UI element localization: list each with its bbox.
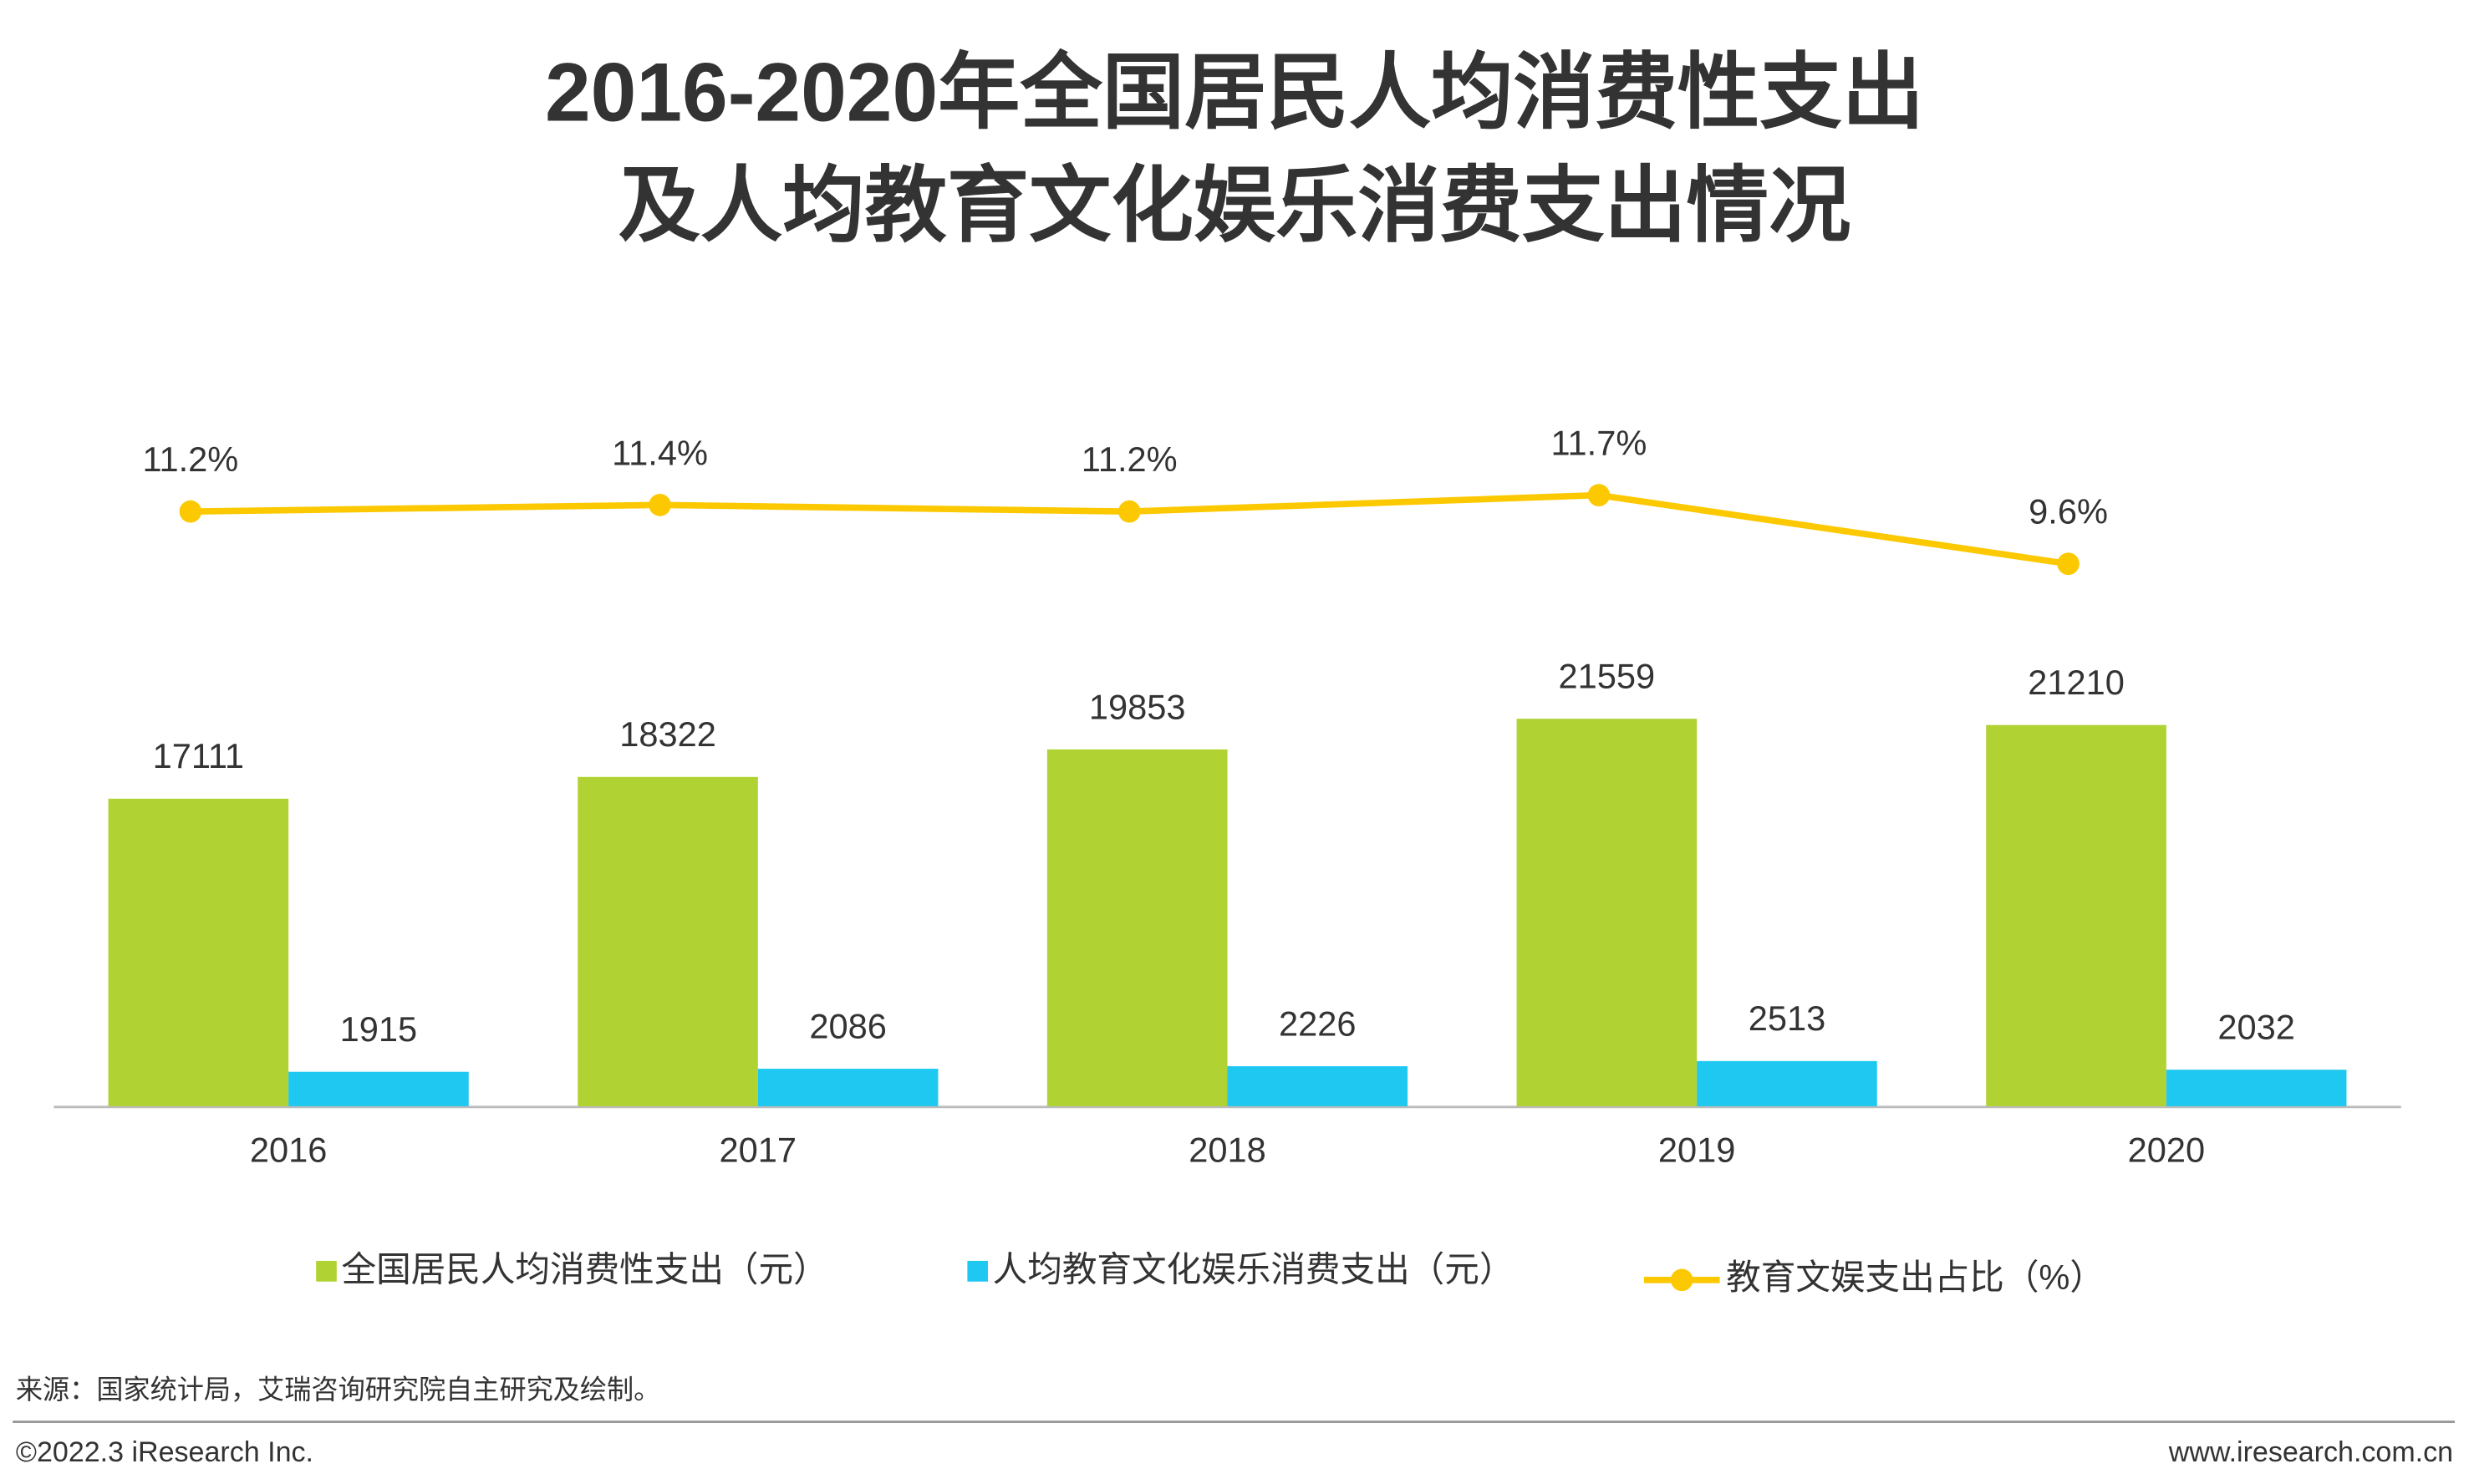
x-tick-label: 2018	[1189, 1130, 1266, 1169]
bar	[1227, 1066, 1408, 1106]
source-note: 来源：国家统计局，艾瑞咨询研究院自主研究及绘制。	[16, 1375, 660, 1405]
data-label: 2226	[1279, 1004, 1357, 1043]
data-label: 17111	[153, 736, 244, 775]
data-label: 11.4%	[612, 433, 708, 472]
line-marker	[1587, 484, 1611, 506]
legend-label: 人均教育文化娱乐消费支出（元）	[993, 1249, 1514, 1288]
data-label: 2513	[1749, 999, 1826, 1038]
bar	[2166, 1070, 2347, 1106]
data-label: 21559	[1559, 656, 1656, 695]
bar	[288, 1071, 469, 1106]
data-label: 11.7%	[1550, 423, 1647, 462]
legend-swatch	[1670, 1268, 1693, 1292]
bar	[108, 798, 289, 1106]
copyright: ©2022.3 iResearch Inc.	[16, 1436, 313, 1468]
line-marker	[649, 493, 671, 516]
legend-swatch	[967, 1260, 988, 1282]
line-marker	[1117, 500, 1141, 523]
line-marker	[179, 500, 202, 523]
chart-title: 2016-2020年全国居民人均消费性支出	[545, 46, 1924, 138]
bar	[1046, 749, 1228, 1106]
bar	[1516, 719, 1698, 1106]
data-label: 2032	[2217, 1007, 2295, 1046]
line-marker	[2057, 552, 2080, 576]
data-label: 9.6%	[2029, 492, 2108, 531]
legend-swatch	[316, 1260, 337, 1282]
bar	[757, 1069, 939, 1106]
data-label: 2086	[809, 1006, 887, 1045]
data-label: 21210	[2028, 663, 2125, 702]
x-tick-label: 2019	[1658, 1130, 1736, 1169]
x-tick-label: 2017	[720, 1130, 797, 1169]
x-tick-label: 2016	[250, 1130, 328, 1169]
chart-title: 及人均教育文化娱乐消费支出情况	[619, 160, 1851, 252]
data-label: 11.2%	[1082, 440, 1178, 479]
x-tick-label: 2020	[2128, 1130, 2206, 1169]
legend-label: 教育文娱支出占比（%）	[1726, 1258, 2105, 1297]
bar	[1986, 724, 2166, 1106]
data-label: 11.2%	[142, 440, 238, 479]
data-label: 1915	[340, 1009, 418, 1049]
bar	[1697, 1060, 1877, 1106]
data-label: 18322	[619, 714, 716, 754]
website: www.iresearch.com.cn	[2168, 1436, 2453, 1468]
data-label: 19853	[1089, 687, 1186, 726]
legend-label: 全国居民人均消费性支出（元）	[341, 1249, 827, 1288]
bar	[578, 776, 758, 1106]
